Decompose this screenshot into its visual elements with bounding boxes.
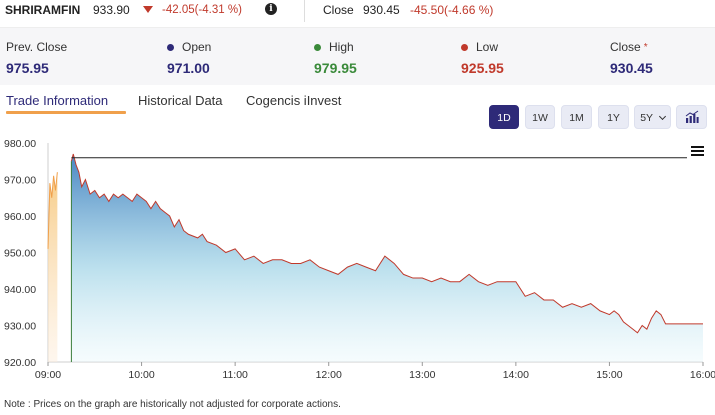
y-tick-label: 960.00 (4, 211, 36, 223)
low-dot-icon (461, 43, 468, 51)
stat-open: Open 971.00 (167, 40, 211, 76)
y-tick-label: 970.00 (4, 175, 36, 187)
open-dot-icon (167, 43, 174, 51)
close-change: -45.50(-4.66 %) (410, 3, 494, 17)
chart-menu-icon[interactable] (691, 146, 704, 156)
last-price: 933.90 (93, 3, 130, 17)
high-dot-icon (314, 43, 321, 51)
y-axis: 920.00 930.00 940.00 950.00 960.00 970.00 980.… (4, 138, 36, 369)
x-tick-label: 13:00 (409, 369, 435, 381)
chevron-down-icon (658, 112, 666, 121)
x-tick-label: 10:00 (128, 369, 154, 381)
range-1m-button[interactable]: 1M (561, 105, 592, 129)
stat-value: 975.95 (6, 60, 49, 76)
price-change: -42.05(-4.31 %) (162, 4, 242, 16)
stat-label: Prev. Close (6, 40, 68, 54)
quote-header: SHRIRAMFIN 933.90 -42.05(-4.31 %) i Clos… (0, 0, 715, 26)
stat-prev-close: Prev. Close 975.95 (6, 40, 67, 76)
close-price: 930.45 (363, 3, 400, 17)
price-series (70, 153, 703, 362)
bar-chart-icon (685, 110, 699, 123)
stat-label: Open (182, 40, 212, 54)
x-tick-label: 14:00 (503, 369, 529, 381)
tab-historical-data[interactable]: Historical Data (138, 93, 223, 108)
range-5y-label: 5Y (640, 112, 653, 124)
price-stats-bar: Prev. Close 975.95 Open 971.00 High 979.… (0, 27, 715, 85)
x-tick-label: 09:00 (35, 369, 61, 381)
y-tick-label: 980.00 (4, 138, 36, 150)
stock-symbol: SHRIRAMFIN (5, 3, 81, 17)
x-tick-label: 11:00 (222, 369, 248, 381)
stat-value: 979.95 (314, 60, 357, 76)
chart-disclaimer-note: Note : Prices on the graph are historica… (4, 399, 341, 410)
info-icon[interactable]: i (265, 3, 277, 15)
stat-label: Low (476, 40, 499, 54)
close-label: Close (323, 3, 354, 17)
premarket-area (47, 172, 58, 362)
price-line (70, 153, 703, 334)
y-tick-label: 950.00 (4, 248, 36, 260)
tab-cogencis-iinvest[interactable]: Cogencis iInvest (246, 93, 342, 108)
range-1w-button[interactable]: 1W (525, 105, 555, 129)
tab-trade-information[interactable]: Trade Information (6, 93, 109, 108)
x-tick-label: 15:00 (596, 369, 622, 381)
stat-label: High (329, 40, 354, 54)
stat-label: Close (610, 40, 641, 54)
chart-type-button[interactable] (676, 105, 707, 129)
stat-high: High 979.95 (314, 40, 357, 76)
stat-value: 925.95 (461, 60, 504, 76)
range-1d-button[interactable]: 1D (489, 105, 519, 129)
y-tick-label: 920.00 (4, 357, 36, 369)
range-1y-button[interactable]: 1Y (598, 105, 629, 129)
y-tick-label: 940.00 (4, 284, 36, 296)
y-tick-label: 930.00 (4, 321, 36, 333)
stat-value: 971.00 (167, 60, 210, 76)
x-axis: 09:00 10:00 11:00 12:00 13:00 14:00 15:00 16:00 (35, 362, 715, 381)
header-divider (304, 0, 305, 22)
active-tab-indicator (6, 111, 126, 114)
stat-low: Low 925.95 (461, 40, 504, 76)
close-star: * (643, 41, 648, 53)
x-tick-label: 12:00 (316, 369, 342, 381)
premarket-fill (48, 172, 58, 362)
stat-close: Close * 930.45 (610, 40, 653, 76)
down-arrow-icon (143, 6, 153, 13)
x-tick-label: 16:00 (690, 369, 715, 381)
intraday-price-chart[interactable]: 920.00 930.00 940.00 950.00 960.00 970.00 980.… (0, 130, 715, 395)
stat-value: 930.45 (610, 60, 653, 76)
range-5y-dropdown[interactable]: 5Y (634, 105, 671, 129)
premarket-line (47, 172, 58, 249)
